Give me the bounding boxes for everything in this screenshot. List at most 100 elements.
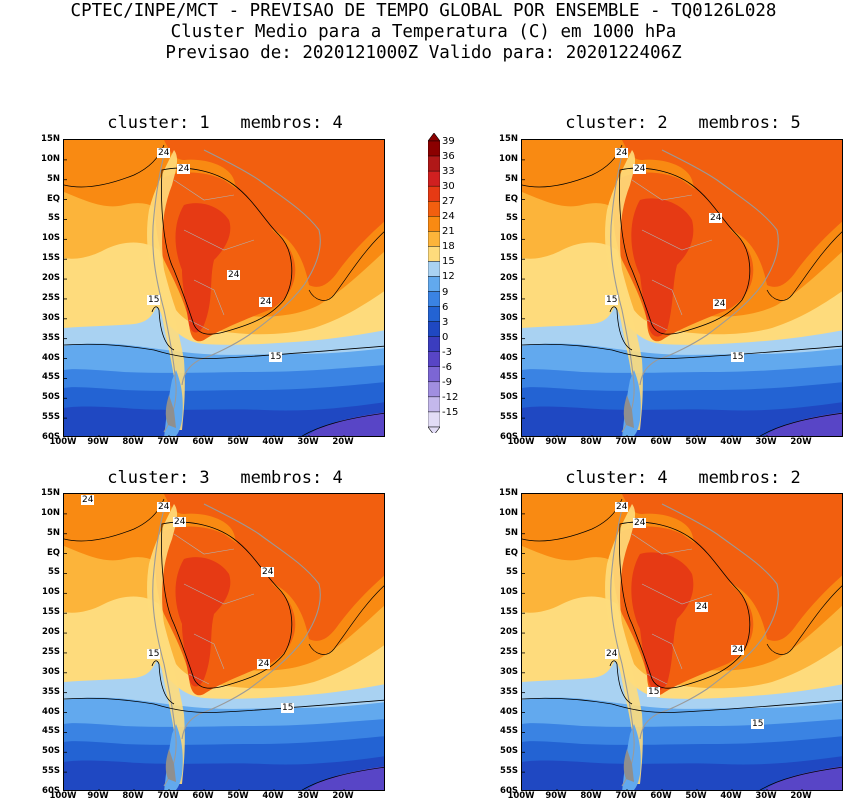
colorbar-tick-label: -12	[442, 391, 459, 403]
lon-label: 80W	[122, 437, 144, 447]
contour-label: 24	[605, 649, 619, 659]
lon-label: 50W	[227, 437, 249, 447]
lon-label: 100W	[507, 437, 535, 447]
lat-label: 60S	[42, 432, 60, 442]
lat-label: 15N	[41, 134, 60, 144]
contour-label: 24	[81, 495, 95, 505]
lat-label: 55S	[500, 766, 518, 777]
lon-label: 40W	[262, 437, 284, 447]
lon-label: 20W	[790, 791, 812, 801]
lat-label: EQ	[46, 547, 60, 558]
lon-label: 100W	[507, 791, 535, 801]
lon-label: 100W	[49, 791, 77, 801]
contour-label: 15	[281, 703, 295, 713]
colorbar-tick-label: 6	[442, 301, 449, 313]
lat-label: 10N	[41, 507, 60, 518]
lon-label: 30W	[755, 437, 777, 447]
lat-label: 5N	[46, 173, 60, 184]
lat-label: EQ	[46, 193, 60, 204]
lat-label: 10N	[41, 153, 60, 164]
lat-label: 55S	[42, 412, 60, 423]
colorbar-tick-label: 36	[442, 151, 455, 163]
colorbar-tick-label: -15	[442, 406, 459, 418]
lat-label: 10S	[42, 587, 60, 598]
map-panel-4	[521, 493, 843, 791]
lat-label: 10N	[499, 507, 518, 518]
contour-label: 24	[259, 297, 273, 307]
lat-label: 15N	[499, 134, 518, 144]
lat-label: 30S	[42, 666, 60, 677]
lon-label: 50W	[685, 791, 707, 801]
lat-label: 30S	[42, 312, 60, 323]
contour-label: 24	[615, 148, 629, 158]
lon-label: 90W	[87, 791, 109, 801]
contour-label: 15	[647, 687, 661, 697]
lon-label: 40W	[720, 791, 742, 801]
contour-label: 24	[227, 270, 241, 280]
lon-label: 60W	[650, 791, 672, 801]
panel-title-4: cluster: 4 membros: 2	[565, 468, 801, 488]
lat-label: 5N	[504, 527, 518, 538]
lon-label: 60W	[192, 791, 214, 801]
lat-label: 10S	[500, 233, 518, 244]
colorbar-tick-label: 9	[442, 286, 449, 298]
contour-label: 24	[633, 164, 647, 174]
panel-title-3: cluster: 3 membros: 4	[107, 468, 343, 488]
lat-label: 20S	[500, 273, 518, 284]
lat-label: 35S	[500, 686, 518, 697]
lat-label: 35S	[42, 686, 60, 697]
lat-label: 45S	[500, 726, 518, 737]
lat-label: 10S	[42, 233, 60, 244]
contour-label: 24	[173, 517, 187, 527]
panel-title-2: cluster: 2 membros: 5	[565, 113, 801, 133]
contour-label: 24	[633, 518, 647, 528]
contour-label: 15	[605, 295, 619, 305]
contour-label: 15	[269, 352, 283, 362]
lat-label: 40S	[500, 352, 518, 363]
lon-label: 40W	[262, 791, 284, 801]
lon-label: 40W	[720, 437, 742, 447]
lat-label: 25S	[500, 646, 518, 657]
colorbar-tick-label: 12	[442, 271, 455, 283]
lat-label: 50S	[500, 392, 518, 403]
lat-label: 50S	[42, 392, 60, 403]
lat-label: 5S	[47, 213, 60, 224]
lat-label: 40S	[42, 352, 60, 363]
contour-label: 24	[257, 659, 271, 669]
lon-label: 60W	[192, 437, 214, 447]
lat-label: 40S	[42, 706, 60, 717]
colorbar-tick-label: 0	[442, 331, 449, 343]
lat-label: 15N	[41, 488, 60, 498]
lon-label: 30W	[297, 791, 319, 801]
lat-label: 15S	[500, 607, 518, 618]
lat-label: 5N	[504, 173, 518, 184]
colorbar-tick-label: 3	[442, 316, 449, 328]
lat-label: 5S	[505, 213, 518, 224]
lat-label: 20S	[500, 627, 518, 638]
figure-title-line3: Previsao de: 2020121000Z Valido para: 20…	[165, 43, 682, 63]
colorbar-tick-label: 15	[442, 256, 455, 268]
contour-label: 15	[147, 295, 161, 305]
lat-label: 55S	[42, 766, 60, 777]
contour-label: 24	[157, 502, 171, 512]
contour-label: 24	[157, 148, 171, 158]
lat-label: 35S	[500, 332, 518, 343]
lat-label: 5N	[46, 527, 60, 538]
colorbar-tick-label: 39	[442, 136, 455, 147]
lon-label: 20W	[332, 437, 354, 447]
lon-label: 30W	[755, 791, 777, 801]
colorbar-tick-label: 21	[442, 226, 455, 238]
contour-label: 24	[615, 502, 629, 512]
contour-label: 24	[695, 602, 709, 612]
contour-label: 15	[751, 719, 765, 729]
lat-label: 30S	[500, 666, 518, 677]
colorbar-tick-label: 30	[442, 181, 455, 193]
colorbar-tick-label: -6	[442, 361, 452, 373]
lon-label: 90W	[87, 437, 109, 447]
lon-label: 70W	[157, 437, 179, 447]
contour-label: 24	[261, 567, 275, 577]
map-panel-3	[63, 493, 385, 791]
lat-label: 25S	[42, 292, 60, 303]
lat-label: 5S	[505, 567, 518, 578]
lat-label: 45S	[500, 372, 518, 383]
